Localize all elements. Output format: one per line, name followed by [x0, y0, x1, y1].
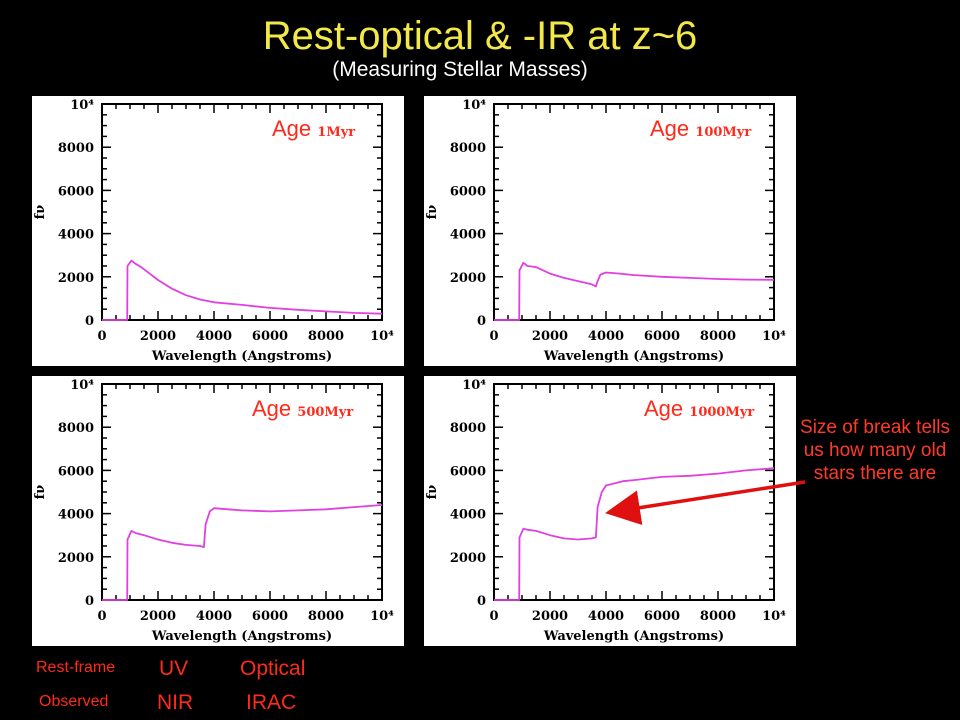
- x-tick-label: 10⁴: [762, 329, 786, 344]
- age-word: Age: [272, 116, 312, 141]
- x-tick-label: 6000: [644, 329, 680, 344]
- y-tick-label: 10⁴: [462, 98, 486, 113]
- y-tick-label: 10⁴: [462, 378, 486, 393]
- slide-subtitle: (Measuring Stellar Masses): [332, 58, 588, 81]
- age-word: Age: [644, 396, 684, 421]
- sed-panel-100myr: 0 2000 4000 6000 8000 10⁴ 0 2000 4000 6000 8000 10⁴…: [424, 96, 796, 366]
- sed-chart-1myr: 0 2000 4000 6000 8000 10⁴ 0 2000 4000 6000 8000 10⁴…: [33, 98, 394, 364]
- y-tick-label: 2000: [58, 271, 94, 286]
- x-tick-label: 0: [97, 609, 106, 624]
- x-tick-label: 6000: [252, 609, 288, 624]
- y-tick-label: 4000: [58, 508, 94, 523]
- y-axis-label: fν: [33, 205, 48, 220]
- x-tick-label: 4000: [588, 329, 624, 344]
- y-axis-label: fν: [425, 485, 440, 500]
- x-tick-label: 4000: [588, 609, 624, 624]
- x-tick-label: 8000: [700, 609, 736, 624]
- y-tick-label: 2000: [450, 551, 486, 566]
- x-tick-label: 8000: [308, 329, 344, 344]
- y-tick-label: 4000: [58, 228, 94, 243]
- age-value: 500Myr: [297, 405, 354, 420]
- uv-label: UV: [159, 657, 189, 680]
- age-label-1000myr: Age 1000Myr: [644, 396, 754, 422]
- sed-series-line: [102, 504, 383, 601]
- y-axis-label: fν: [425, 205, 440, 220]
- sed-panel-500myr: 0 2000 4000 6000 8000 10⁴ 0 2000 4000 6000 8000 10⁴…: [32, 376, 404, 646]
- sed-panel-1000myr: 0 2000 4000 6000 8000 10⁴ 0 2000 4000 6000 8000 10⁴…: [424, 376, 796, 646]
- y-tick-label: 8000: [450, 421, 486, 436]
- age-label-1myr: Age 1Myr: [272, 116, 355, 142]
- age-value: 1Myr: [317, 125, 356, 140]
- sed-chart-500myr: 0 2000 4000 6000 8000 10⁴ 0 2000 4000 6000 8000 10⁴…: [33, 378, 394, 644]
- y-tick-label: 6000: [58, 464, 94, 479]
- y-tick-label: 0: [85, 594, 94, 609]
- x-tick-label: 8000: [700, 329, 736, 344]
- x-tick-label: 2000: [532, 329, 568, 344]
- age-word: Age: [650, 116, 690, 141]
- y-tick-label: 0: [477, 314, 486, 329]
- y-tick-label: 10⁴: [70, 98, 94, 113]
- irac-label: IRAC: [246, 691, 297, 714]
- x-tick-label: 10⁴: [762, 609, 786, 624]
- y-tick-label: 6000: [450, 184, 486, 199]
- age-value: 1000Myr: [689, 405, 755, 420]
- y-tick-label: 6000: [450, 464, 486, 479]
- break-annotation: Size of break tells us how many old star…: [800, 417, 950, 484]
- y-tick-label: 10⁴: [70, 378, 94, 393]
- nir-label: NIR: [157, 691, 194, 714]
- x-tick-label: 10⁴: [370, 609, 394, 624]
- observed-label: Observed: [39, 693, 109, 710]
- rest-frame-label: Rest-frame: [36, 659, 116, 676]
- x-axis-label: Wavelength (Angstroms): [151, 629, 332, 644]
- x-axis-label: Wavelength (Angstroms): [543, 629, 724, 644]
- optical-label: Optical: [240, 657, 306, 680]
- x-axis-label: Wavelength (Angstroms): [151, 349, 332, 364]
- x-tick-label: 2000: [532, 609, 568, 624]
- age-label-100myr: Age 100Myr: [650, 116, 751, 142]
- sed-series-line: [494, 261, 775, 321]
- x-tick-label: 0: [489, 329, 498, 344]
- y-tick-label: 8000: [450, 141, 486, 156]
- y-tick-label: 0: [477, 594, 486, 609]
- y-tick-label: 8000: [58, 141, 94, 156]
- sed-series-line: [494, 467, 775, 601]
- x-tick-label: 0: [97, 329, 106, 344]
- x-tick-label: 2000: [140, 609, 176, 624]
- sed-panel-1myr: 0 2000 4000 6000 8000 10⁴ 0 2000 4000 6000 8000 10⁴…: [32, 96, 404, 366]
- x-tick-label: 4000: [196, 329, 232, 344]
- x-tick-label: 4000: [196, 609, 232, 624]
- y-tick-label: 8000: [58, 421, 94, 436]
- y-tick-label: 6000: [58, 184, 94, 199]
- x-tick-label: 8000: [308, 609, 344, 624]
- sed-series-line: [102, 259, 383, 321]
- x-tick-label: 6000: [252, 329, 288, 344]
- age-value: 100Myr: [695, 125, 752, 140]
- slide-title: Rest-optical & -IR at z~6: [262, 14, 698, 58]
- age-word: Age: [252, 396, 292, 421]
- x-tick-label: 10⁴: [370, 329, 394, 344]
- y-tick-label: 4000: [450, 228, 486, 243]
- x-tick-label: 0: [489, 609, 498, 624]
- y-tick-label: 4000: [450, 508, 486, 523]
- y-axis-label: fν: [33, 485, 48, 500]
- x-axis-label: Wavelength (Angstroms): [543, 349, 724, 364]
- y-tick-label: 0: [85, 314, 94, 329]
- age-label-500myr: Age 500Myr: [252, 396, 353, 422]
- y-tick-label: 2000: [450, 271, 486, 286]
- x-tick-label: 6000: [644, 609, 680, 624]
- sed-chart-1000myr: 0 2000 4000 6000 8000 10⁴ 0 2000 4000 6000 8000 10⁴…: [425, 378, 786, 644]
- sed-chart-100myr: 0 2000 4000 6000 8000 10⁴ 0 2000 4000 6000 8000 10⁴…: [425, 98, 786, 364]
- y-tick-label: 2000: [58, 551, 94, 566]
- x-tick-label: 2000: [140, 329, 176, 344]
